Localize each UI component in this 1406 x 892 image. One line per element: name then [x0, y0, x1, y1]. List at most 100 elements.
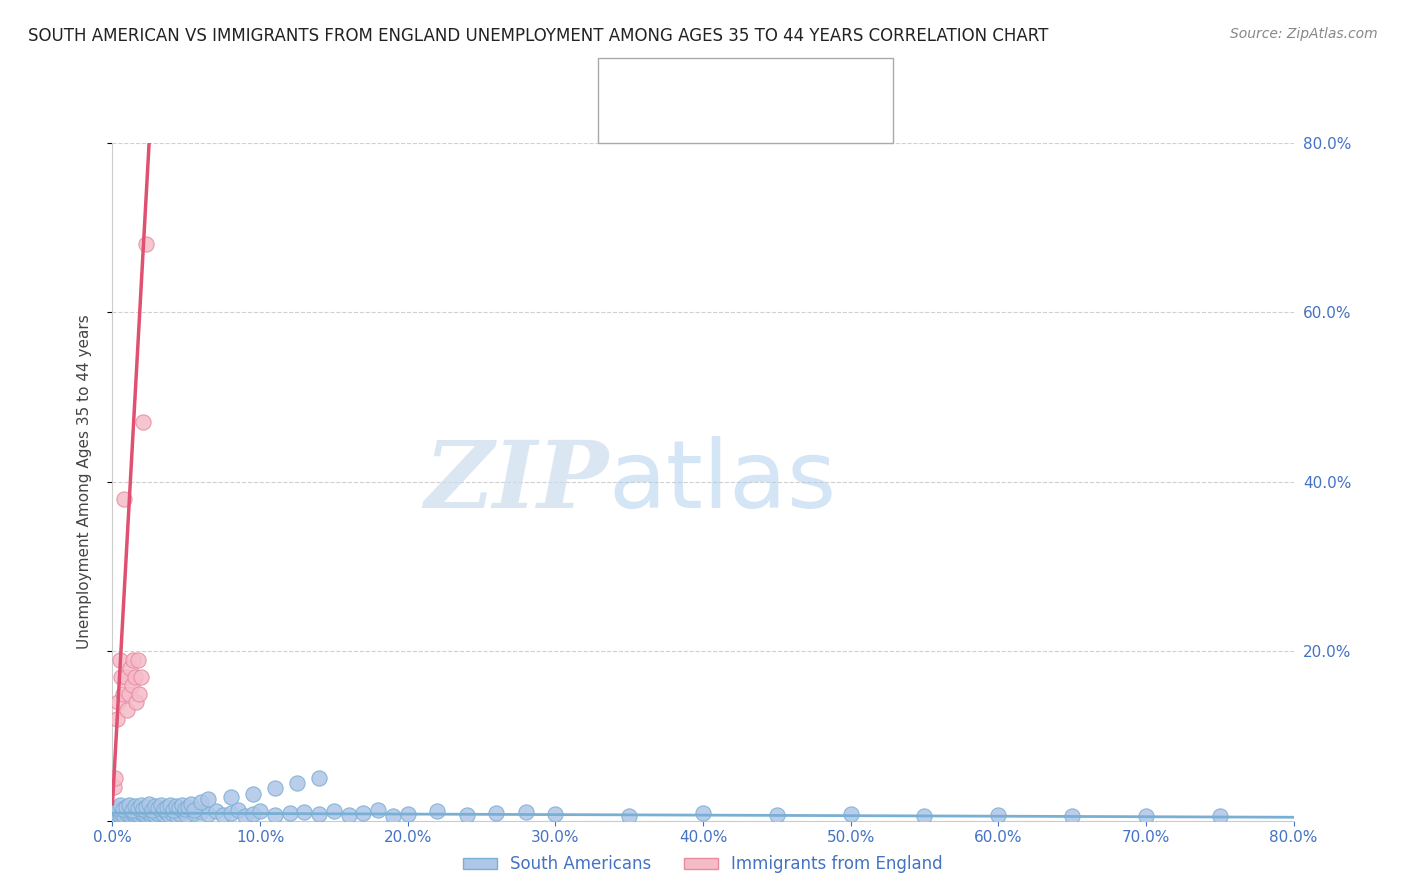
Point	[124, 808, 146, 822]
Point	[120, 661, 142, 675]
Point	[169, 806, 191, 821]
Point	[138, 804, 160, 818]
Point	[139, 808, 162, 822]
Point	[149, 805, 172, 819]
Point	[166, 808, 188, 822]
Point	[105, 806, 128, 821]
Point	[104, 805, 127, 819]
Bar	[616, 73, 643, 96]
Point	[129, 798, 152, 813]
Point	[156, 800, 179, 814]
Point	[148, 801, 170, 815]
Point	[485, 805, 508, 820]
Point	[766, 807, 789, 822]
Point	[174, 807, 197, 822]
Point	[219, 789, 242, 804]
Point	[183, 805, 205, 820]
Point	[122, 804, 145, 818]
Point	[337, 807, 360, 822]
Point	[112, 491, 135, 506]
Point	[143, 799, 166, 814]
Point	[190, 795, 212, 809]
Text: R =  0.642   N =  21: R = 0.642 N = 21	[651, 107, 832, 125]
Point	[107, 695, 129, 709]
Point	[121, 678, 143, 692]
Point	[155, 805, 177, 819]
Point	[426, 805, 449, 819]
Point	[138, 797, 160, 811]
Point	[135, 237, 157, 252]
Point	[132, 416, 155, 430]
Point	[308, 771, 330, 786]
Point	[692, 805, 714, 820]
Point	[135, 807, 157, 822]
Point	[136, 805, 159, 820]
Point	[121, 803, 143, 817]
Point	[111, 805, 134, 819]
Point	[163, 804, 186, 818]
Text: atlas: atlas	[609, 435, 837, 528]
Point	[120, 807, 142, 822]
Point	[172, 805, 194, 819]
Point	[141, 803, 163, 817]
Bar	[616, 104, 643, 128]
Point	[233, 808, 256, 822]
Point	[114, 800, 136, 814]
Point	[132, 806, 155, 821]
Text: SOUTH AMERICAN VS IMMIGRANTS FROM ENGLAND UNEMPLOYMENT AMONG AGES 35 TO 44 YEARS: SOUTH AMERICAN VS IMMIGRANTS FROM ENGLAN…	[28, 27, 1049, 45]
Point	[1208, 809, 1232, 823]
Point	[382, 808, 405, 822]
Point	[107, 804, 129, 818]
Point	[170, 798, 193, 813]
Point	[118, 797, 141, 812]
Point	[159, 797, 181, 812]
Point	[1135, 808, 1157, 822]
Point	[157, 807, 180, 822]
Point	[264, 781, 287, 796]
Point	[117, 806, 138, 821]
Point	[108, 798, 131, 813]
Point	[152, 806, 174, 821]
Point	[544, 806, 567, 821]
Point	[118, 687, 141, 701]
Point	[308, 806, 330, 821]
Point	[167, 801, 190, 815]
Point	[104, 771, 127, 786]
Point	[226, 804, 249, 818]
Point	[125, 695, 148, 709]
Point	[108, 807, 131, 822]
Y-axis label: Unemployment Among Ages 35 to 44 years: Unemployment Among Ages 35 to 44 years	[77, 314, 91, 649]
Point	[249, 805, 271, 819]
Point	[150, 798, 173, 813]
Point	[173, 802, 195, 816]
Point	[396, 806, 419, 821]
Point	[111, 687, 134, 701]
Point	[142, 805, 165, 819]
Point	[219, 805, 242, 820]
Text: ZIP: ZIP	[425, 437, 609, 526]
Point	[285, 776, 308, 790]
Point	[127, 801, 149, 815]
Point	[264, 807, 287, 822]
Point	[177, 800, 200, 814]
Point	[839, 806, 862, 821]
Point	[987, 807, 1010, 822]
Point	[110, 805, 132, 820]
Point	[128, 807, 150, 822]
Point	[111, 802, 134, 816]
Legend: South Americans, Immigrants from England: South Americans, Immigrants from England	[457, 849, 949, 880]
Point	[118, 805, 141, 819]
Point	[128, 687, 150, 701]
Point	[112, 808, 135, 822]
Point	[914, 808, 936, 822]
Point	[124, 669, 146, 683]
Point	[367, 804, 389, 818]
Point	[165, 799, 187, 814]
Point	[153, 802, 176, 816]
Point	[197, 806, 219, 821]
Point	[162, 803, 184, 817]
Point	[212, 807, 235, 822]
Point	[160, 805, 183, 820]
Point	[124, 799, 146, 814]
Point	[1062, 809, 1084, 823]
